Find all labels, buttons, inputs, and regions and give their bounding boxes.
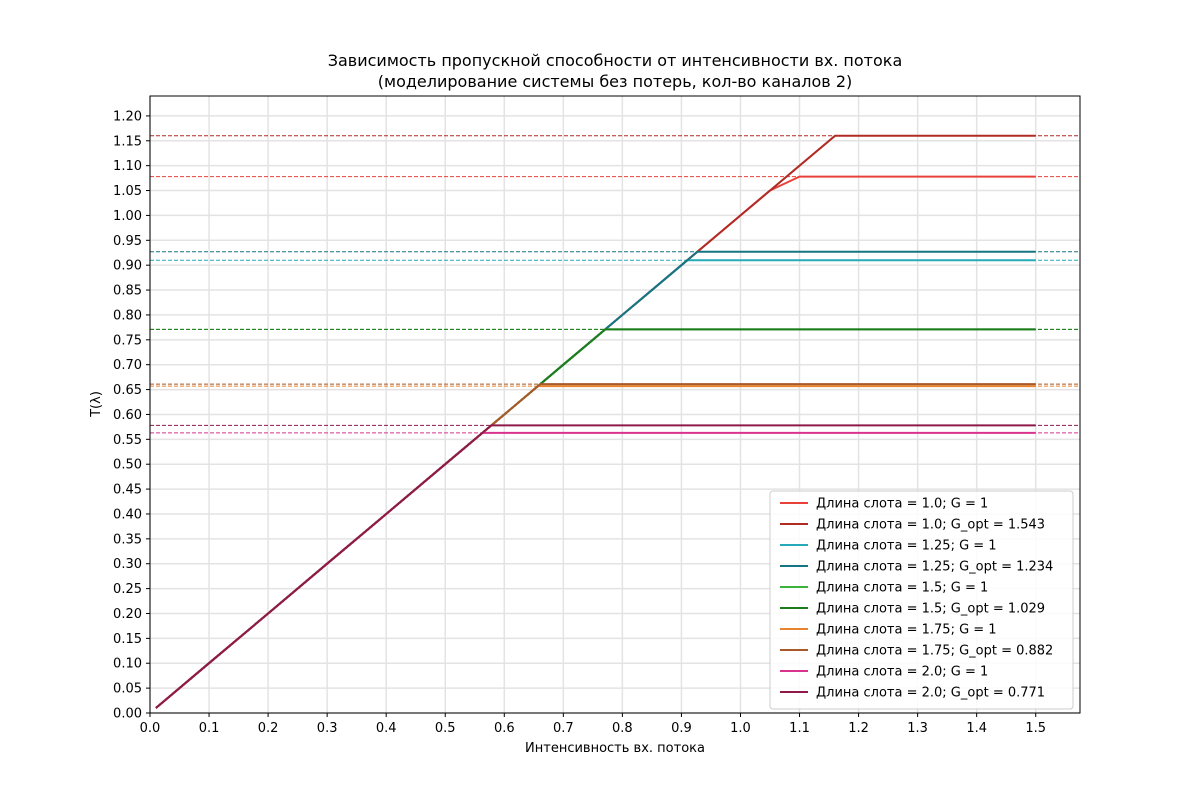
y-tick-label: 0.20 <box>113 607 142 622</box>
x-tick-label: 0.2 <box>258 721 279 736</box>
y-tick-label: 1.15 <box>113 134 142 149</box>
plot-frame <box>149 95 1081 714</box>
legend-label: Длина слота = 1.25; G = 1 <box>816 539 997 554</box>
y-tick-label: 0.15 <box>113 632 142 647</box>
y-axis-ticks: 0.00 0.05 0.10 0.15 0.20 0.25 0.30 0.35 0.40 0.45… <box>113 109 150 722</box>
chart-title: Зависимость пропускной способности от ин… <box>328 51 903 70</box>
y-tick-label: 0.70 <box>113 358 142 373</box>
y-tick-label: 0.55 <box>113 433 142 448</box>
legend-label: Длина слота = 2.0; G = 1 <box>816 665 988 680</box>
y-tick-label: 0.65 <box>113 383 142 398</box>
y-tick-label: 0.00 <box>113 707 142 722</box>
y-tick-label: 0.85 <box>113 284 142 299</box>
x-tick-label: 0.0 <box>140 721 161 736</box>
y-tick-label: 1.00 <box>113 209 142 224</box>
y-tick-label: 0.60 <box>113 408 142 423</box>
y-tick-label: 0.30 <box>113 557 142 572</box>
x-tick-label: 1.4 <box>966 721 987 736</box>
y-tick-label: 0.80 <box>113 308 142 323</box>
series-line <box>155 424 1036 709</box>
y-tick-label: 0.90 <box>113 259 142 274</box>
y-tick-label: 0.25 <box>113 582 142 597</box>
y-tick-label: 0.10 <box>113 657 142 672</box>
y-tick-label: 0.35 <box>113 532 142 547</box>
legend-label: Длина слота = 1.5; G_opt = 1.029 <box>816 602 1045 617</box>
legend-label: Длина слота = 1.75; G = 1 <box>816 623 997 638</box>
legend-label: Длина слота = 2.0; G_opt = 0.771 <box>816 686 1045 701</box>
x-axis-ticks: 0.0 0.1 0.2 0.3 0.4 0.5 0.6 0.7 0.8 0.9 1.0 1.1 1.2 1… <box>140 713 1046 736</box>
x-tick-label: 1.3 <box>907 721 928 736</box>
legend: Длина слота = 1.0; G = 1 Длина слота = 1.… <box>769 490 1074 710</box>
legend-label: Длина слота = 1.0; G_opt = 1.543 <box>816 518 1045 533</box>
y-tick-label: 0.45 <box>113 483 142 498</box>
x-tick-label: 1.5 <box>1025 721 1046 736</box>
y-tick-label: 0.50 <box>113 458 142 473</box>
y-tick-label: 0.95 <box>113 234 142 249</box>
x-tick-label: 0.7 <box>553 721 574 736</box>
x-tick-label: 1.0 <box>730 721 751 736</box>
y-tick-label: 0.40 <box>113 507 142 522</box>
x-tick-label: 1.2 <box>848 721 869 736</box>
series-lines <box>155 134 1036 709</box>
y-axis-label: T(λ) <box>89 391 104 418</box>
x-tick-label: 0.4 <box>376 721 397 736</box>
x-tick-label: 0.1 <box>199 721 220 736</box>
y-tick-label: 0.05 <box>113 682 142 697</box>
legend-label: Длина слота = 1.75; G_opt = 0.882 <box>816 644 1053 659</box>
x-tick-label: 1.1 <box>789 721 810 736</box>
y-tick-label: 0.75 <box>113 333 142 348</box>
x-tick-label: 0.8 <box>612 721 633 736</box>
legend-label: Длина слота = 1.0; G = 1 <box>816 497 988 512</box>
y-tick-label: 1.20 <box>113 109 142 124</box>
x-tick-label: 0.9 <box>671 721 692 736</box>
x-tick-label: 0.3 <box>317 721 338 736</box>
x-tick-label: 0.5 <box>435 721 456 736</box>
y-tick-label: 1.05 <box>113 184 142 199</box>
y-tick-label: 1.10 <box>113 159 142 174</box>
legend-label: Длина слота = 1.25; G_opt = 1.234 <box>816 560 1053 575</box>
legend-label: Длина слота = 1.5; G = 1 <box>816 581 988 596</box>
x-tick-label: 0.6 <box>494 721 515 736</box>
x-axis-label: Интенсивность вх. потока <box>525 741 705 756</box>
chart-subtitle: (моделирование системы без потерь, кол-в… <box>378 72 852 91</box>
legend-box <box>769 490 1074 710</box>
